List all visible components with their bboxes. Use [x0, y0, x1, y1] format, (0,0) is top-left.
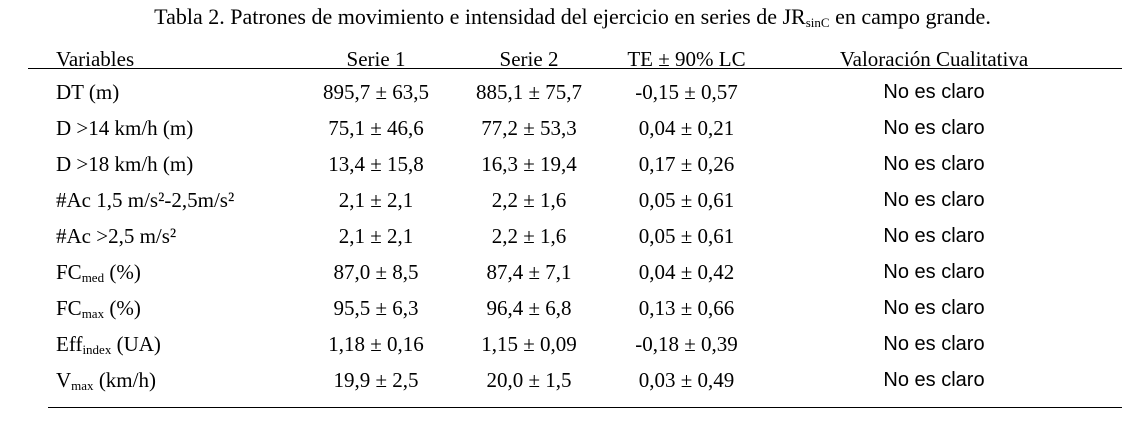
variable-cell: DT (m)	[56, 74, 298, 110]
variable-label: DT (m)	[56, 80, 120, 104]
header-serie-1: Serie 1	[346, 47, 406, 71]
serie-1-cell: 95,5 ± 6,3	[333, 296, 419, 320]
bottom-rule	[48, 407, 1122, 408]
variable-cell: Effindex (UA)	[56, 326, 298, 362]
serie-2-cell: 1,15 ± 0,09	[481, 332, 577, 356]
header-row: Variables Serie 1 Serie 2 TE ± 90% LC Va…	[56, 44, 1099, 74]
valoracion-cell: No es claro	[883, 225, 985, 247]
header-rule	[28, 68, 1122, 69]
valoracion-cell: No es claro	[883, 297, 985, 319]
serie-1-cell: 895,7 ± 63,5	[322, 80, 430, 104]
header-valoracion: Valoración Cualitativa	[839, 47, 1029, 71]
table-row: D >14 km/h (m) 75,1 ± 46,6 77,2 ± 53,3 0,04…	[56, 110, 1099, 146]
variable-label: FC	[56, 296, 82, 320]
variable-subscript: index	[82, 342, 112, 357]
valoracion-cell: No es claro	[883, 261, 985, 283]
table-row: #Ac 1,5 m/s²-2,5m/s² 2,1 ± 2,1 2,2 ± 1,6 0,…	[56, 182, 1099, 218]
valoracion-cell: No es claro	[883, 189, 985, 211]
variable-label: #Ac 1,5 m/s²-2,5m/s²	[56, 188, 235, 212]
caption-suffix: en campo grande.	[829, 4, 991, 29]
serie-1-cell: 13,4 ± 15,8	[328, 152, 424, 176]
variable-label: #Ac >2,5 m/s²	[56, 224, 177, 248]
te-cell: 0,04 ± 0,21	[638, 116, 735, 140]
variable-label: D >18 km/h (m)	[56, 152, 194, 176]
table-row: #Ac >2,5 m/s² 2,1 ± 2,1 2,2 ± 1,6 0,05 ± 0,…	[56, 218, 1099, 254]
results-table: Variables Serie 1 Serie 2 TE ± 90% LC Va…	[56, 44, 1099, 398]
serie-2-cell: 16,3 ± 19,4	[481, 152, 577, 176]
te-cell: 0,03 ± 0,49	[638, 368, 735, 392]
caption-subscript: sinC	[805, 15, 830, 30]
variable-cell: D >18 km/h (m)	[56, 146, 298, 182]
variable-subscript: max	[71, 378, 94, 393]
serie-2-cell: 2,2 ± 1,6	[491, 224, 567, 248]
table-caption: Tabla 2. Patrones de movimiento e intens…	[0, 4, 1145, 30]
variable-unit: (km/h)	[93, 368, 156, 392]
serie-1-cell: 2,1 ± 2,1	[338, 188, 414, 212]
variable-label: Eff	[56, 332, 83, 356]
serie-1-cell: 1,18 ± 0,16	[328, 332, 424, 356]
table-row: Vmax (km/h) 19,9 ± 2,5 20,0 ± 1,5 0,03 ± 0,…	[56, 362, 1099, 398]
valoracion-cell: No es claro	[883, 81, 985, 103]
variable-label: D >14 km/h (m)	[56, 116, 194, 140]
te-cell: 0,05 ± 0,61	[638, 224, 735, 248]
variable-unit: (%)	[104, 260, 141, 284]
variable-subscript: max	[81, 306, 105, 321]
te-cell: -0,18 ± 0,39	[635, 332, 738, 356]
te-cell: 0,13 ± 0,66	[638, 296, 735, 320]
variable-cell: FCmax (%)	[56, 290, 298, 326]
variable-cell: FCmed (%)	[56, 254, 298, 290]
table-body: DT (m) 895,7 ± 63,5 885,1 ± 75,7 -0,15 ± 0,…	[56, 74, 1099, 398]
variable-cell: D >14 km/h (m)	[56, 110, 298, 146]
serie-1-cell: 75,1 ± 46,6	[328, 116, 424, 140]
serie-2-cell: 96,4 ± 6,8	[486, 296, 572, 320]
valoracion-cell: No es claro	[883, 153, 985, 175]
table-row: FCmax (%) 95,5 ± 6,3 96,4 ± 6,8 0,13 ± 0,66…	[56, 290, 1099, 326]
valoracion-cell: No es claro	[883, 333, 985, 355]
serie-1-cell: 19,9 ± 2,5	[333, 368, 419, 392]
variable-subscript: med	[81, 270, 105, 285]
te-cell: 0,05 ± 0,61	[638, 188, 735, 212]
variable-cell: Vmax (km/h)	[56, 362, 298, 398]
serie-2-cell: 885,1 ± 75,7	[475, 80, 583, 104]
serie-2-cell: 87,4 ± 7,1	[486, 260, 572, 284]
variable-label: FC	[56, 260, 82, 284]
table-row: D >18 km/h (m) 13,4 ± 15,8 16,3 ± 19,4 0,17…	[56, 146, 1099, 182]
te-cell: -0,15 ± 0,57	[635, 80, 738, 104]
valoracion-cell: No es claro	[883, 369, 985, 391]
variable-cell: #Ac >2,5 m/s²	[56, 218, 298, 254]
serie-1-cell: 87,0 ± 8,5	[333, 260, 419, 284]
serie-2-cell: 77,2 ± 53,3	[481, 116, 577, 140]
header-te: TE ± 90% LC	[627, 47, 746, 71]
table-row: DT (m) 895,7 ± 63,5 885,1 ± 75,7 -0,15 ± 0,…	[56, 74, 1099, 110]
valoracion-cell: No es claro	[883, 117, 985, 139]
te-cell: 0,17 ± 0,26	[638, 152, 735, 176]
header-serie-2: Serie 2	[499, 47, 559, 71]
variable-cell: #Ac 1,5 m/s²-2,5m/s²	[56, 182, 298, 218]
table-row: Effindex (UA) 1,18 ± 0,16 1,15 ± 0,09 -0,18…	[56, 326, 1099, 362]
table-row: FCmed (%) 87,0 ± 8,5 87,4 ± 7,1 0,04 ± 0,42…	[56, 254, 1099, 290]
serie-2-cell: 2,2 ± 1,6	[491, 188, 567, 212]
variable-unit: (UA)	[111, 332, 161, 356]
te-cell: 0,04 ± 0,42	[638, 260, 735, 284]
serie-1-cell: 2,1 ± 2,1	[338, 224, 414, 248]
caption-prefix: Tabla 2. Patrones de movimiento e intens…	[154, 4, 806, 29]
variable-label: V	[56, 368, 72, 392]
variable-unit: (%)	[104, 296, 141, 320]
serie-2-cell: 20,0 ± 1,5	[486, 368, 572, 392]
header-variables: Variables	[56, 47, 135, 71]
